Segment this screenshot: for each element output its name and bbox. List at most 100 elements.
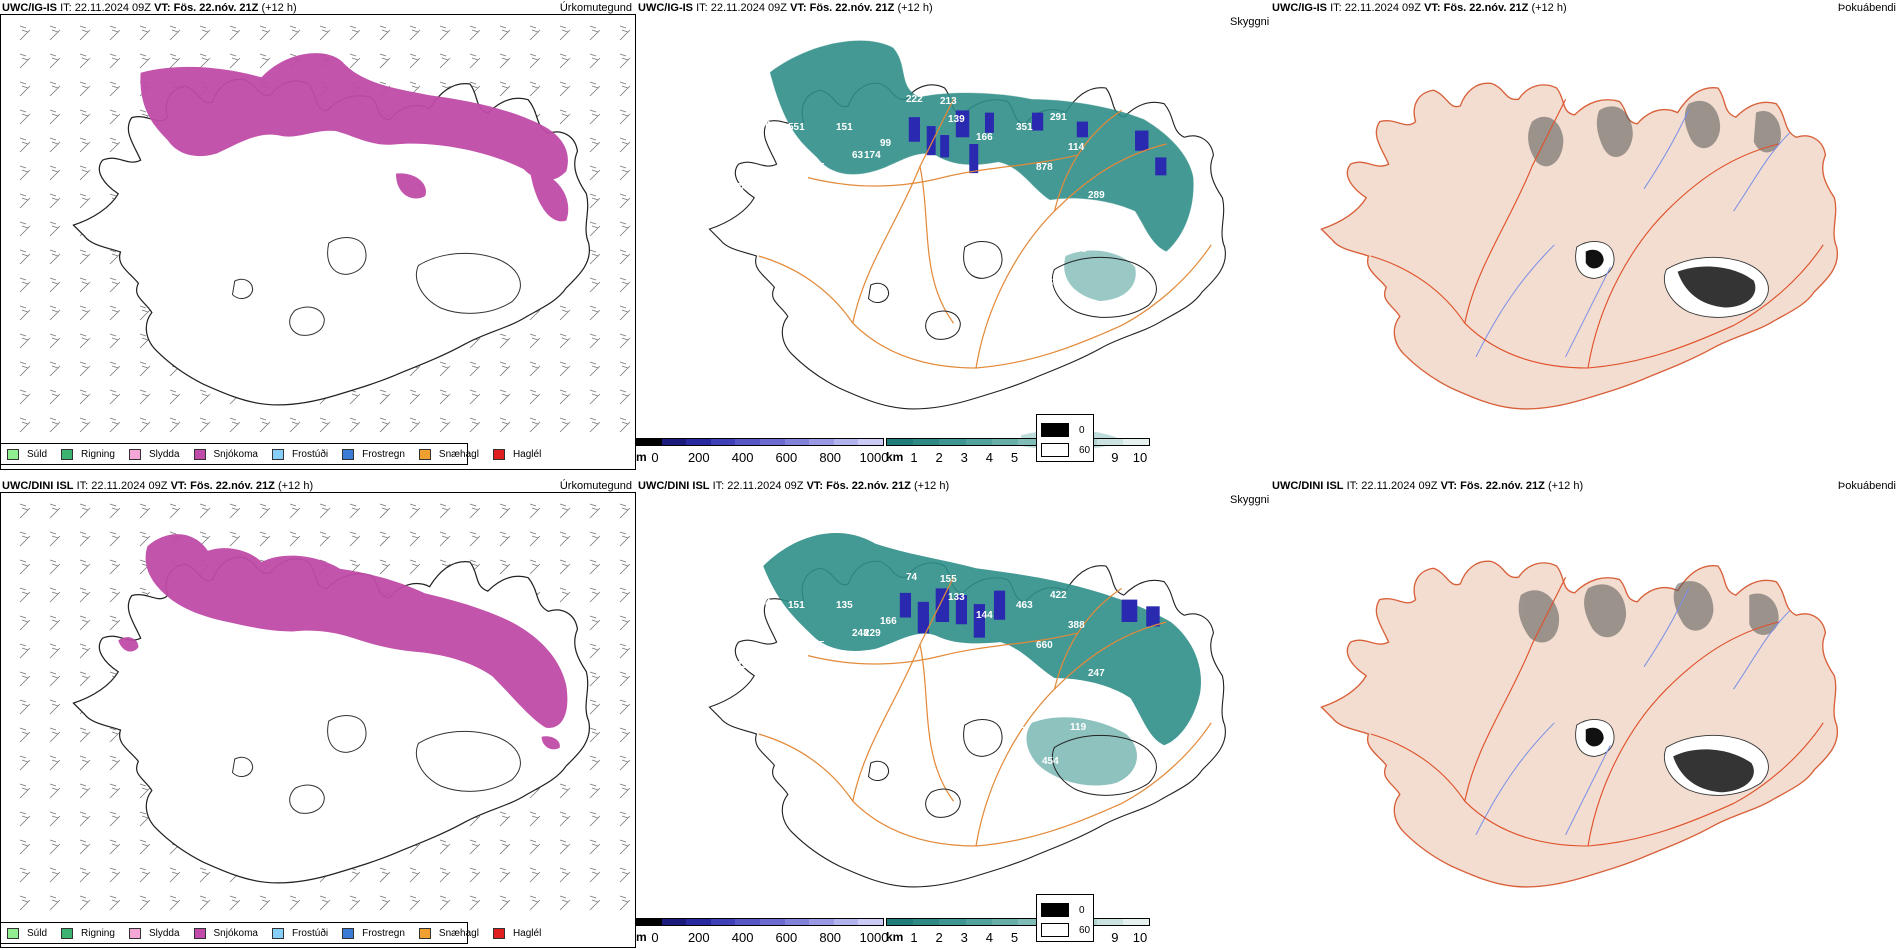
cloud-base-label: 247 xyxy=(1088,668,1105,679)
visibility-colorbar: km 12345678910 xyxy=(886,918,1150,950)
wind-barb xyxy=(559,783,571,799)
wind-barb xyxy=(409,503,421,519)
colorbar-tick: 9 xyxy=(1111,450,1119,465)
wind-barb xyxy=(589,53,601,69)
wind-barb xyxy=(169,867,181,883)
wind-barb xyxy=(559,867,571,883)
wind-barb xyxy=(19,109,31,125)
wind-barb xyxy=(379,389,391,405)
colorbar-tick: 800 xyxy=(819,930,842,945)
wind-barb xyxy=(229,503,241,519)
cloud-base-label: 318 xyxy=(976,772,993,783)
wind-barb xyxy=(619,811,631,827)
wind-barb xyxy=(439,895,451,911)
wind-barb xyxy=(169,895,181,911)
wind-barb xyxy=(79,25,91,41)
wind-barb xyxy=(589,165,601,181)
wind-barb xyxy=(319,531,331,547)
wind-barb xyxy=(619,671,631,687)
colorbar-tick: 3 xyxy=(960,450,968,465)
legend-item-rigning: Rigning xyxy=(61,448,115,460)
wind-barb xyxy=(379,895,391,911)
wind-barb xyxy=(19,755,31,771)
wind-barb xyxy=(139,783,151,799)
wind-barb xyxy=(559,333,571,349)
wind-barb xyxy=(379,503,391,519)
valid-time: Fös. 22.nóv. 21Z xyxy=(173,2,259,14)
low-cloud-blue xyxy=(899,588,1160,638)
wind-barb xyxy=(379,53,391,69)
wind-barb xyxy=(559,811,571,827)
wind-barb xyxy=(619,305,631,321)
wind-barb xyxy=(559,305,571,321)
cloud-base-label: 463 xyxy=(1016,600,1033,611)
wind-barb xyxy=(559,417,571,433)
cloud-base-label: 615 xyxy=(1084,216,1101,227)
wind-barb xyxy=(619,193,631,209)
wind-barb xyxy=(259,53,271,69)
fog-shading xyxy=(1518,581,1779,643)
wind-barb xyxy=(139,389,151,405)
wind-barb xyxy=(349,867,361,883)
wind-barb xyxy=(109,727,121,743)
model-name: UWC/DINI ISL xyxy=(2,480,74,492)
precip-map xyxy=(19,25,631,433)
wind-barb xyxy=(499,81,511,97)
panel-name-fog: Þokuábendi xyxy=(1837,480,1896,492)
cloud-base-label: 114 xyxy=(1068,142,1085,153)
wind-barb xyxy=(169,25,181,41)
wind-barb xyxy=(49,671,61,687)
wind-barb xyxy=(19,783,31,799)
wind-barb xyxy=(199,417,211,433)
wind-barb xyxy=(619,53,631,69)
wind-barb xyxy=(439,531,451,547)
wind-barb xyxy=(109,783,121,799)
colorbar-tick: 4 xyxy=(985,930,993,945)
colorbar-tick: 200 xyxy=(687,450,710,465)
colorbar-tick: 400 xyxy=(731,450,754,465)
wind-barb xyxy=(619,137,631,153)
wind-barb xyxy=(289,25,301,41)
wind-barb xyxy=(619,221,631,237)
wind-barb xyxy=(169,503,181,519)
wind-barb xyxy=(19,221,31,237)
wind-barb xyxy=(619,165,631,181)
wind-barb xyxy=(109,867,121,883)
wind-barb xyxy=(199,867,211,883)
wind-barb xyxy=(619,839,631,855)
visibility-colorbar: km 12345678910 xyxy=(886,438,1150,470)
colorbar-tick: 3 xyxy=(960,930,968,945)
legend-item-sudl: Súld xyxy=(7,448,47,460)
colorbar-tick: 800 xyxy=(819,450,842,465)
wind-barb xyxy=(139,867,151,883)
wind-barb xyxy=(589,671,601,687)
cloud-base-label: 958 xyxy=(1070,244,1087,255)
wind-barb xyxy=(49,333,61,349)
wind-barb xyxy=(619,249,631,265)
wind-barb xyxy=(349,531,361,547)
fog-map xyxy=(1320,82,1839,410)
wind-barb xyxy=(19,615,31,631)
cloud-base-label: 166 xyxy=(880,616,897,627)
cloud-base-label: 151 xyxy=(836,122,853,133)
roads xyxy=(758,576,1212,847)
cloud-base-label: 99 xyxy=(880,138,892,149)
wind-barb xyxy=(19,249,31,265)
wind-barb xyxy=(379,559,391,575)
cloud-base-label: 244 xyxy=(796,668,813,679)
wind-barb xyxy=(109,249,121,265)
cloud-base-label: 289 xyxy=(1088,190,1105,201)
legend-item-frostregn: Frostregn xyxy=(342,448,405,460)
wind-barb xyxy=(79,895,91,911)
wind-barb xyxy=(19,895,31,911)
wind-barb xyxy=(49,895,61,911)
wind-barb xyxy=(439,417,451,433)
wind-barb xyxy=(79,165,91,181)
wind-barb xyxy=(499,333,511,349)
wind-barb xyxy=(49,193,61,209)
wind-barb xyxy=(199,895,211,911)
cloud-base-label: 409 xyxy=(728,92,745,103)
wind-barb xyxy=(109,361,121,377)
wind-barb xyxy=(49,587,61,603)
